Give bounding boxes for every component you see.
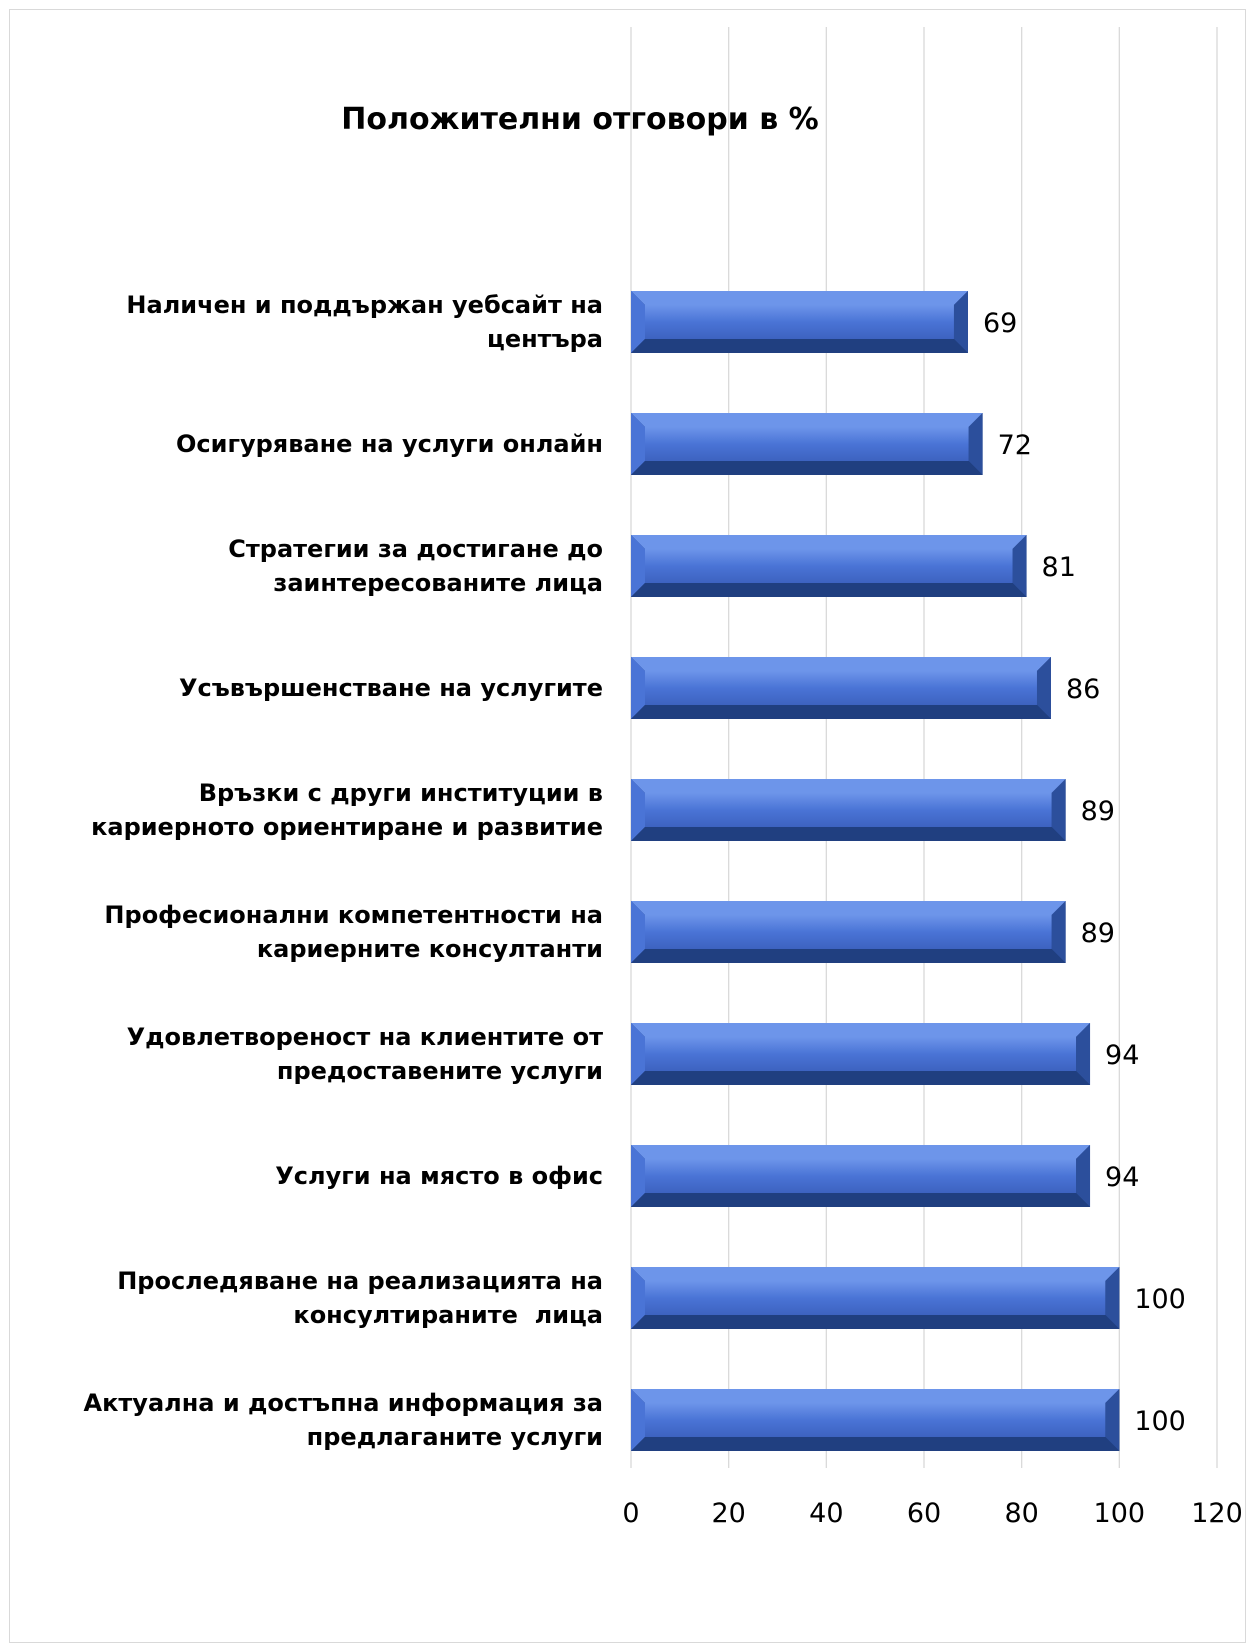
category-label-line: Усъвършенстване на услугите [178, 674, 603, 702]
gridlines [630, 27, 1218, 1468]
x-tick-label: 120 [1191, 1498, 1243, 1529]
x-tick-label: 20 [711, 1498, 745, 1529]
category-label-line: Услуги на място в офис [275, 1162, 603, 1190]
category-label-line: Проследяване на реализацията на [117, 1267, 603, 1295]
category-label-line: предоставените услуги [276, 1057, 603, 1085]
bar [631, 1145, 1091, 1207]
bar-value-label: 94 [1105, 1040, 1139, 1071]
category-label: Актуална и достъпна информация за предлаг… [43, 1386, 603, 1454]
category-label: Услуги на място в офис [43, 1159, 603, 1193]
bars: 69 72 81 86 89 89 94 94 100 100 [631, 291, 1186, 1451]
category-label-line: центъра [487, 325, 603, 353]
category-label-line: заинтересованите лица [273, 569, 603, 597]
bar-value-label: 81 [1042, 552, 1076, 583]
x-tick-label: 60 [907, 1498, 941, 1529]
category-label-line: Актуална и достъпна информация за [83, 1389, 603, 1417]
category-label-line: Стратегии за достигане до [228, 535, 603, 563]
bar [631, 901, 1066, 963]
category-label: Връзки с други институции в кариерното ор… [43, 776, 603, 844]
x-tick-label: 40 [809, 1498, 843, 1529]
x-axis-ticks: 0 20 40 60 80 100 120 [622, 1498, 1242, 1529]
category-label-line: Професионални компетентности на [104, 901, 603, 929]
category-label-line: Удовлетвореност на клиентите от [126, 1023, 603, 1051]
category-label: Проследяване на реализацията на консултир… [43, 1264, 603, 1332]
bar [631, 1267, 1120, 1329]
category-label-line: консултираните лица [293, 1301, 603, 1329]
x-tick-label: 100 [1094, 1498, 1146, 1529]
bar [631, 657, 1051, 719]
x-tick-label: 0 [622, 1498, 639, 1529]
bar-value-label: 89 [1081, 796, 1115, 827]
x-tick-label: 80 [1004, 1498, 1038, 1529]
bar [631, 1023, 1091, 1085]
chart-title: Положителни отговори в % [341, 102, 819, 137]
category-label-line: Осигуряване на услуги онлайн [176, 430, 603, 458]
bar [631, 779, 1066, 841]
category-label: Удовлетвореност на клиентите от предостав… [43, 1020, 603, 1088]
bar-value-label: 69 [983, 308, 1017, 339]
bar [631, 291, 968, 353]
category-label: Професионални компетентности на кариернит… [43, 898, 603, 966]
category-label: Наличен и поддържан уебсайт на центъра [43, 288, 603, 356]
category-label-line: предлаганите услуги [306, 1423, 603, 1451]
bar-value-label: 72 [998, 430, 1032, 461]
category-label-line: Връзки с други институции в [198, 779, 603, 807]
category-label-line: кариерното ориентиране и развитие [91, 813, 603, 841]
bar-value-label: 100 [1134, 1284, 1186, 1315]
bar-value-label: 89 [1081, 918, 1115, 949]
bar [631, 535, 1027, 597]
bar-value-label: 100 [1134, 1406, 1186, 1437]
category-label: Стратегии за достигане до заинтересованит… [43, 532, 603, 600]
bar [631, 1389, 1120, 1451]
category-label-line: Наличен и поддържан уебсайт на [126, 291, 603, 319]
bar-value-label: 86 [1066, 674, 1100, 705]
category-label: Осигуряване на услуги онлайн [43, 427, 603, 461]
category-label-line: кариерните консултанти [256, 935, 603, 963]
category-label: Усъвършенстване на услугите [43, 671, 603, 705]
bar [631, 413, 983, 475]
bar-value-label: 94 [1105, 1162, 1139, 1193]
